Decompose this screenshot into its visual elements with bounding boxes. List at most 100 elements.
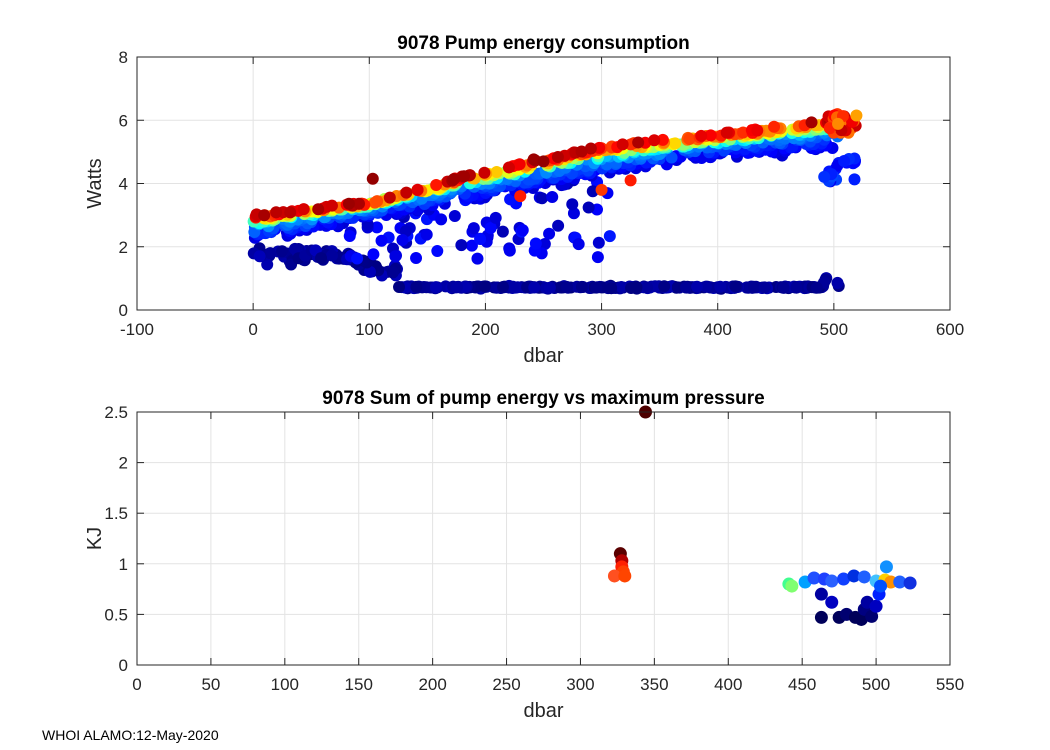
data-point	[704, 129, 717, 142]
x-tick-label: 200	[418, 675, 446, 694]
x-tick-label: -100	[120, 320, 154, 339]
x-tick-label: 550	[936, 675, 964, 694]
data-point	[288, 242, 301, 255]
data-points	[247, 108, 863, 295]
data-point	[825, 595, 839, 609]
data-point	[630, 281, 643, 294]
data-point	[502, 161, 515, 174]
data-point	[695, 129, 708, 142]
data-point	[768, 120, 781, 133]
data-point	[785, 579, 799, 593]
data-point	[435, 213, 448, 226]
data-point	[429, 281, 442, 294]
data-point	[507, 280, 520, 293]
data-point	[420, 228, 433, 241]
x-tick-label: 100	[355, 320, 383, 339]
data-point	[590, 281, 603, 294]
y-tick-label: 0.5	[104, 605, 128, 624]
data-point	[567, 207, 580, 220]
x-tick-label: 200	[471, 320, 499, 339]
data-point	[838, 154, 851, 167]
data-point	[683, 132, 696, 145]
data-point	[848, 173, 861, 186]
data-point	[496, 280, 509, 293]
data-point	[342, 197, 355, 210]
data-point	[383, 191, 396, 204]
footer-stamp: WHOI ALAMO:12-May-2020	[42, 727, 219, 743]
data-point	[455, 239, 468, 252]
data-point	[777, 281, 790, 294]
x-tick-label: 0	[248, 320, 257, 339]
data-point	[669, 137, 682, 150]
data-point	[758, 281, 771, 294]
y-axis-label: KJ	[84, 527, 106, 550]
data-point	[832, 117, 845, 130]
x-tick-label: 500	[862, 675, 890, 694]
data-point	[805, 116, 818, 129]
data-point	[618, 569, 632, 583]
data-point	[367, 248, 380, 261]
data-point	[276, 245, 289, 258]
data-point	[537, 155, 550, 168]
data-point	[665, 151, 678, 164]
data-point	[582, 201, 595, 214]
data-point	[503, 244, 516, 257]
data-point	[264, 247, 277, 260]
data-point	[396, 234, 409, 247]
data-point	[865, 609, 879, 623]
data-point	[484, 222, 497, 235]
data-point	[458, 170, 471, 183]
data-point	[448, 210, 461, 223]
x-tick-label: 300	[566, 675, 594, 694]
chart-title: 9078 Pump energy consumption	[397, 33, 689, 54]
data-point	[561, 281, 574, 294]
y-tick-label: 2.5	[104, 403, 128, 422]
data-point	[261, 258, 274, 271]
data-point	[325, 199, 338, 212]
data-point	[714, 280, 727, 293]
data-point	[410, 252, 423, 265]
data-point	[529, 237, 542, 250]
x-axis-label: dbar	[523, 345, 563, 367]
data-point	[690, 280, 703, 293]
data-point	[471, 252, 484, 265]
y-tick-label: 2	[119, 238, 128, 257]
data-point	[552, 219, 565, 232]
data-point	[393, 280, 406, 293]
x-tick-label: 600	[936, 320, 964, 339]
data-point	[814, 610, 828, 624]
data-point	[389, 250, 402, 263]
data-point	[297, 203, 310, 216]
data-point	[528, 281, 541, 294]
data-point	[807, 571, 821, 585]
data-point	[326, 249, 339, 262]
y-tick-label: 1.5	[104, 504, 128, 523]
data-point	[857, 570, 871, 584]
data-point	[831, 276, 844, 289]
data-point	[546, 190, 559, 203]
data-point	[270, 206, 283, 219]
data-point	[551, 151, 564, 164]
data-point	[700, 280, 713, 293]
x-tick-label: 500	[820, 320, 848, 339]
chart-2: 0 50 100 150 200 250 300 350 400 450 500 550 0 0.5 1 1.…	[84, 388, 964, 722]
axes-frame	[136, 411, 951, 666]
data-point	[874, 579, 888, 593]
data-point	[465, 239, 478, 252]
y-tick-label: 4	[119, 175, 128, 194]
data-point	[370, 221, 383, 234]
data-points	[607, 405, 917, 626]
data-point	[632, 136, 645, 149]
data-point	[603, 230, 616, 243]
data-point	[729, 280, 742, 293]
x-tick-label: 400	[704, 320, 732, 339]
x-tick-label: 250	[492, 675, 520, 694]
data-point	[351, 252, 364, 265]
data-point	[680, 281, 693, 294]
data-point	[504, 193, 517, 206]
data-point	[847, 569, 861, 583]
data-point	[538, 237, 551, 250]
data-point	[825, 574, 839, 588]
y-tick-label: 8	[119, 48, 128, 67]
